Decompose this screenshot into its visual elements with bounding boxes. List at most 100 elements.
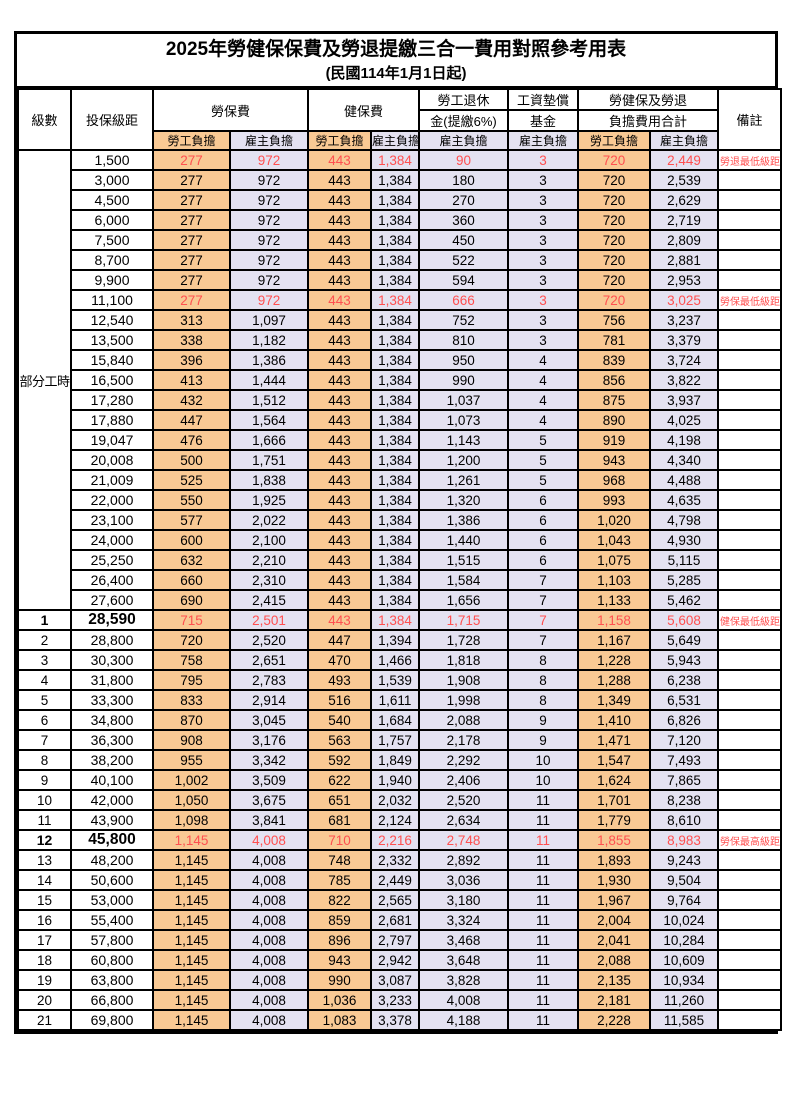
cell-li_er: 972 [228, 249, 310, 271]
cell-li_emp: 1,145 [152, 969, 231, 991]
cell-remark [717, 209, 783, 231]
cell-hi_emp: 990 [307, 969, 373, 991]
cell-li_emp: 1,145 [152, 929, 231, 951]
cell-li_er: 1,838 [228, 469, 310, 491]
cell-li_emp: 447 [152, 409, 231, 431]
cell-bracket: 4,500 [70, 189, 154, 211]
cell-hi_er: 1,384 [370, 269, 421, 291]
header-wage-fund-line1: 工資墊償 [507, 88, 580, 111]
header-level: 級數 [17, 88, 72, 151]
cell-li_emp: 525 [152, 469, 231, 491]
header-bracket: 投保級距 [70, 88, 154, 151]
cell-hi_er: 2,332 [370, 849, 421, 871]
cell-hi_emp: 443 [307, 229, 373, 251]
table-row: 7 36,300 908 3,176 563 1,757 2,178 9 1,471 7,120 [17, 729, 783, 751]
cell-fund: 4 [507, 349, 580, 371]
cell-hi_er: 1,384 [370, 369, 421, 391]
part-time-merged-cell: 部分工時 [17, 149, 72, 611]
cell-remark [717, 849, 783, 871]
cell-li_er: 2,651 [228, 649, 310, 671]
table-row: 17 57,800 1,145 4,008 896 2,797 3,468 11 2,041 10… [17, 929, 783, 951]
cell-pension: 3,036 [418, 869, 510, 891]
cell-level: 12 [17, 829, 72, 851]
cell-bracket: 24,000 [70, 529, 154, 551]
cell-hi_er: 1,384 [370, 229, 421, 251]
cell-tot_emp: 720 [577, 269, 652, 291]
cell-hi_er: 1,539 [370, 669, 421, 691]
cell-bracket: 34,800 [70, 709, 154, 731]
cell-li_emp: 1,002 [152, 769, 231, 791]
cell-tot_er: 5,285 [649, 569, 720, 591]
cell-hi_er: 1,394 [370, 629, 421, 651]
cell-hi_emp: 443 [307, 569, 373, 591]
cell-tot_er: 3,724 [649, 349, 720, 371]
cell-tot_emp: 1,043 [577, 529, 652, 551]
cell-remark [717, 1009, 783, 1031]
cell-pension: 2,892 [418, 849, 510, 871]
cell-hi_er: 1,384 [370, 609, 421, 631]
cell-fund: 4 [507, 369, 580, 391]
cell-remark [717, 169, 783, 191]
cell-bracket: 23,100 [70, 509, 154, 531]
cell-hi_er: 1,466 [370, 649, 421, 671]
table-row: 13,500 338 1,182 443 1,384 810 3 781 3,379 [18, 329, 783, 351]
header-total-line1: 勞健保及勞退 [577, 88, 720, 111]
cell-pension: 2,088 [418, 709, 510, 731]
cell-tot_emp: 993 [577, 489, 652, 511]
cell-li_er: 2,310 [228, 569, 310, 591]
cell-li_er: 3,342 [228, 749, 310, 771]
fee-reference-sheet: 2025年勞健保保費及勞退提繳三合一費用對照參考用表 (民國114年1月1日起)… [14, 31, 783, 1034]
cell-hi_er: 1,384 [370, 509, 421, 531]
cell-tot_emp: 720 [577, 169, 652, 191]
cell-li_er: 2,914 [228, 689, 310, 711]
cell-remark [717, 809, 783, 831]
cell-hi_er: 2,216 [370, 829, 421, 851]
cell-tot_emp: 943 [577, 449, 652, 471]
cell-tot_er: 2,809 [649, 229, 720, 251]
cell-level: 11 [17, 809, 72, 831]
cell-tot_emp: 1,471 [577, 729, 652, 751]
cell-hi_er: 1,384 [370, 449, 421, 471]
header-health-insurance: 健保費 [307, 88, 421, 132]
cell-bracket: 53,000 [70, 889, 154, 911]
cell-fund: 4 [507, 409, 580, 431]
cell-level: 6 [17, 709, 72, 731]
cell-tot_emp: 1,410 [577, 709, 652, 731]
table-row: 11 43,900 1,098 3,841 681 2,124 2,634 11 1,779 8,… [17, 809, 783, 831]
cell-hi_er: 2,942 [370, 949, 421, 971]
cell-bracket: 33,300 [70, 689, 154, 711]
cell-hi_emp: 443 [307, 589, 373, 611]
cell-pension: 752 [418, 309, 510, 331]
cell-remark [717, 729, 783, 751]
cell-pension: 180 [418, 169, 510, 191]
cell-li_er: 4,008 [228, 929, 310, 951]
cell-li_er: 972 [228, 149, 310, 171]
cell-bracket: 31,800 [70, 669, 154, 691]
cell-tot_emp: 2,181 [577, 989, 652, 1011]
cell-bracket: 60,800 [70, 949, 154, 971]
cell-hi_emp: 748 [307, 849, 373, 871]
cell-hi_emp: 443 [307, 409, 373, 431]
cell-hi_emp: 859 [307, 909, 373, 931]
cell-fund: 3 [507, 169, 580, 191]
cell-bracket: 21,009 [70, 469, 154, 491]
cell-remark [717, 529, 783, 551]
cell-bracket: 25,250 [70, 549, 154, 571]
cell-bracket: 13,500 [70, 329, 154, 351]
cell-tot_er: 5,649 [649, 629, 720, 651]
cell-hi_emp: 563 [307, 729, 373, 751]
cell-fund: 11 [507, 929, 580, 951]
cell-hi_er: 1,384 [370, 249, 421, 271]
header-row-1: 級數 投保級距 勞保費 健保費 勞工退休 工資墊償 勞健保及勞退 備註 [17, 88, 783, 151]
cell-remark [717, 489, 783, 511]
cell-fund: 3 [507, 229, 580, 251]
cell-li_emp: 715 [152, 609, 231, 631]
cell-pension: 270 [418, 189, 510, 211]
cell-li_emp: 720 [152, 629, 231, 651]
cell-fund: 3 [507, 249, 580, 271]
cell-tot_emp: 2,088 [577, 949, 652, 971]
table-row: 26,400 660 2,310 443 1,384 1,584 7 1,103 5,285 [18, 569, 783, 591]
cell-remark: 健保最低級距 [717, 609, 783, 631]
table-row: 4 31,800 795 2,783 493 1,539 1,908 8 1,288 6,238 [17, 669, 783, 691]
cell-li_emp: 758 [152, 649, 231, 671]
